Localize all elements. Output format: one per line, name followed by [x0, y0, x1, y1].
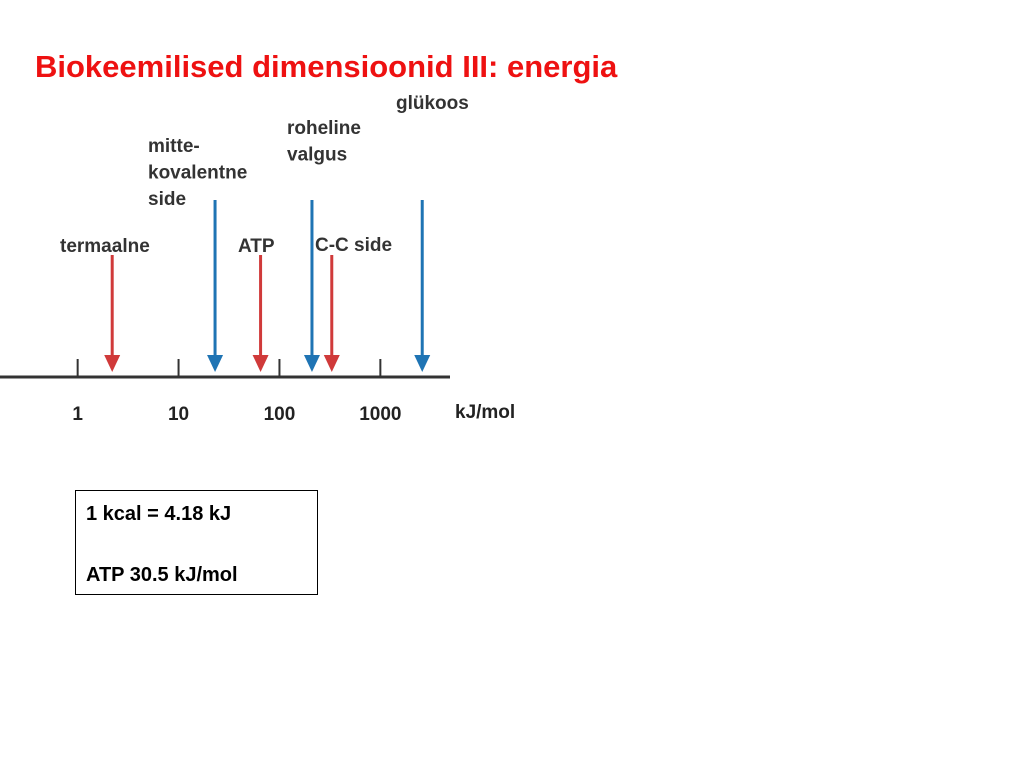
- x-tick-label: 10: [168, 404, 189, 425]
- arrow: [104, 255, 121, 372]
- arrow-label: kovalentne: [148, 163, 247, 184]
- arrow-label: C-C side: [315, 235, 392, 256]
- arrow-label: ATP: [238, 236, 275, 257]
- arrow-label: termaalne: [60, 236, 150, 257]
- arrow: [414, 200, 431, 372]
- arrow-head: [207, 355, 224, 372]
- x-tick-label: 1: [72, 404, 83, 425]
- note-box: [75, 490, 318, 595]
- arrow-head: [252, 355, 269, 372]
- arrow-label: roheline: [287, 118, 361, 139]
- arrow-label: valgus: [287, 145, 347, 166]
- arrow-head: [303, 355, 320, 372]
- x-tick-label: 1000: [359, 404, 401, 425]
- arrow: [252, 255, 269, 372]
- arrow-label: side: [148, 189, 186, 210]
- x-tick-label: 100: [264, 404, 296, 425]
- arrow-head: [414, 355, 431, 372]
- arrow: [323, 255, 340, 372]
- note-line: ATP 30.5 kJ/mol: [86, 564, 238, 586]
- arrow-label: mitte-: [148, 136, 200, 157]
- arrow: [207, 200, 224, 372]
- axis-label: kJ/mol: [455, 402, 515, 423]
- slide-title: Biokeemilised dimensioonid III: energia: [35, 49, 618, 84]
- arrow: [303, 200, 320, 372]
- note-line: 1 kcal = 4.18 kJ: [86, 503, 231, 525]
- arrow-label: glükoos: [396, 93, 469, 114]
- arrow-head: [323, 355, 340, 372]
- arrow-head: [104, 355, 121, 372]
